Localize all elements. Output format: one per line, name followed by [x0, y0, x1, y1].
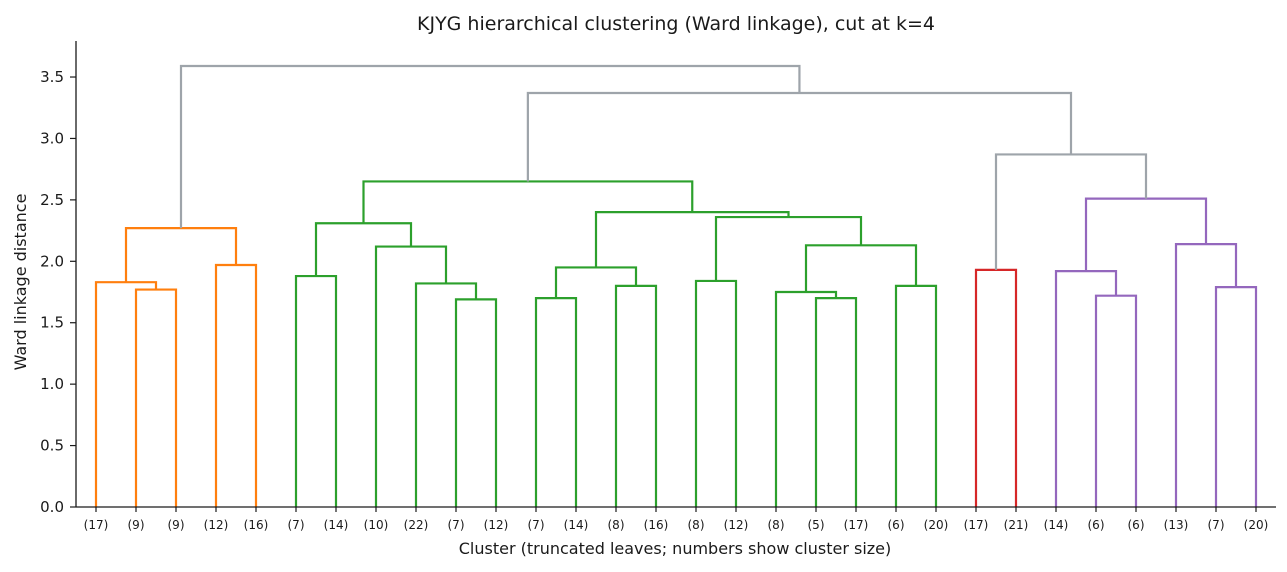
y-tick-label: 2.5: [40, 191, 64, 209]
leaf-label: (12): [484, 518, 509, 532]
leaf-label: (14): [1044, 518, 1069, 532]
dendrogram-link: [894, 284, 938, 507]
dendrogram-link: [994, 153, 1148, 270]
dendrogram-link: [454, 298, 498, 507]
leaf-label: (10): [364, 518, 389, 532]
dendrogram-link: [179, 64, 801, 229]
leaf-label: (21): [1004, 518, 1029, 532]
leaf-label: (22): [404, 518, 429, 532]
dendrogram-link: [374, 245, 448, 507]
dendrogram-link: [554, 266, 638, 299]
dendrogram-link: [814, 297, 858, 507]
dendrogram-link: [214, 263, 258, 507]
dendrogram-link: [1054, 270, 1118, 507]
x-axis-label: Cluster (truncated leaves; numbers show …: [459, 539, 892, 558]
dendrogram-link: [614, 284, 658, 507]
dendrogram-link: [414, 282, 478, 507]
dendrogram-link: [294, 274, 338, 507]
leaf-label: (20): [924, 518, 949, 532]
dendrogram-link: [94, 281, 158, 507]
y-tick-label: 2.0: [40, 252, 64, 270]
dendrogram-link: [714, 215, 863, 281]
y-axis-ticks: 0.0 0.5 1.0 1.5 2.0 2.5 3.0 3.5: [40, 68, 76, 516]
dendrogram-link: [362, 180, 694, 224]
leaf-label: (13): [1164, 518, 1189, 532]
leaf-label: (8): [768, 518, 785, 532]
dendrogram-links: [94, 64, 1258, 507]
dendrogram-link: [1084, 197, 1208, 272]
dendrogram-link: [314, 222, 413, 277]
dendrogram-link: [1214, 285, 1258, 507]
chart-title: KJYG hierarchical clustering (Ward linka…: [417, 13, 935, 35]
leaf-label: (5): [808, 518, 825, 532]
dendrogram-link: [694, 279, 738, 507]
leaf-label: (17): [844, 518, 869, 532]
dendrogram-link: [526, 91, 1073, 182]
leaf-label: (7): [1208, 518, 1225, 532]
leaf-label: (8): [608, 518, 625, 532]
leaf-label: (9): [128, 518, 145, 532]
y-tick-label: 3.0: [40, 129, 64, 147]
leaf-label: (9): [168, 518, 185, 532]
leaf-label: (6): [1128, 518, 1145, 532]
leaf-label: (6): [1088, 518, 1105, 532]
dendrogram-link: [974, 268, 1018, 507]
leaf-label: (7): [528, 518, 545, 532]
dendrogram-link: [1094, 294, 1138, 507]
leaf-label: (12): [724, 518, 749, 532]
y-tick-label: 0.0: [40, 498, 64, 516]
leaf-label: (8): [688, 518, 705, 532]
leaf-label: (17): [964, 518, 989, 532]
y-tick-label: 1.5: [40, 314, 64, 332]
dendrogram-link: [534, 297, 578, 507]
leaf-label: (17): [84, 518, 109, 532]
leaf-label: (6): [888, 518, 905, 532]
leaf-label: (14): [564, 518, 589, 532]
dendrogram-link: [134, 288, 178, 507]
x-axis-leaf-labels: (17) (9) (9) (12) (16) (7) (14) (10) (22) (7) (12)…: [84, 507, 1269, 532]
leaf-label: (7): [288, 518, 305, 532]
dendrogram-link: [1174, 243, 1238, 507]
y-tick-label: 0.5: [40, 437, 64, 455]
leaf-label: (20): [1244, 518, 1269, 532]
y-tick-label: 1.0: [40, 375, 64, 393]
y-tick-label: 3.5: [40, 68, 64, 86]
leaf-label: (16): [644, 518, 669, 532]
leaf-label: (16): [244, 518, 269, 532]
leaf-label: (12): [204, 518, 229, 532]
leaf-label: (7): [448, 518, 465, 532]
dendrogram-link: [774, 290, 838, 507]
leaf-label: (14): [324, 518, 349, 532]
y-axis-label: Ward linkage distance: [11, 194, 30, 371]
dendrogram-link: [124, 227, 238, 283]
dendrogram-link: [594, 211, 790, 268]
